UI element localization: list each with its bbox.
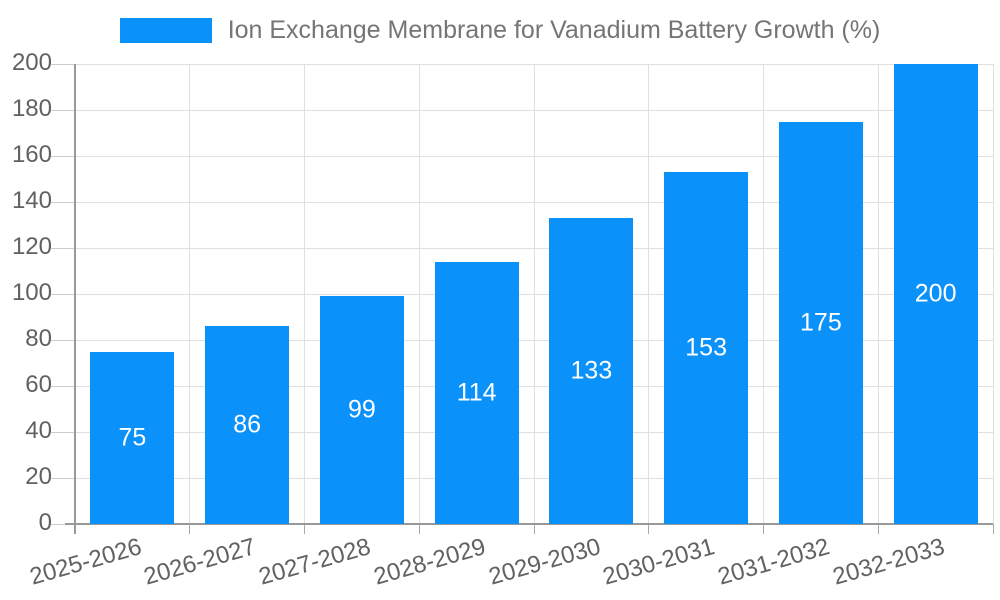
y-axis-tick — [51, 523, 75, 525]
y-axis-tick-label: 60 — [25, 371, 52, 399]
x-axis-tick-label: 2030-2031 — [600, 533, 719, 591]
chart-legend[interactable]: Ion Exchange Membrane for Vanadium Batte… — [0, 16, 1000, 45]
y-axis-tick — [51, 155, 75, 157]
bar[interactable] — [90, 351, 175, 524]
y-axis-tick-label: 160 — [11, 141, 52, 169]
x-axis-tick — [763, 524, 764, 534]
y-axis-tick — [51, 293, 75, 295]
y-axis-tick — [51, 247, 75, 249]
x-axis-tick — [533, 524, 535, 534]
bar-value-label: 75 — [118, 423, 147, 452]
y-axis-tick-label: 140 — [11, 187, 52, 215]
bar-value-label: 86 — [233, 410, 262, 439]
gridline-vertical — [648, 64, 650, 524]
gridline-vertical — [304, 64, 305, 524]
bar-value-label: 114 — [456, 378, 497, 407]
y-axis-line — [74, 64, 76, 534]
x-axis-tick — [189, 524, 191, 534]
bar[interactable] — [664, 172, 749, 524]
bar[interactable] — [549, 218, 634, 524]
gridline-vertical — [418, 64, 420, 524]
gridline-vertical — [877, 64, 879, 524]
x-axis-tick-label: 2026-2027 — [141, 533, 260, 591]
y-axis-tick-label: 200 — [11, 49, 52, 77]
y-axis-tick — [51, 63, 75, 65]
gridline-vertical — [763, 64, 764, 524]
y-axis-tick-label: 20 — [25, 463, 52, 491]
x-axis-tick-label: 2028-2029 — [370, 533, 489, 591]
bar-value-label: 99 — [347, 395, 376, 424]
y-axis-tick — [51, 201, 75, 203]
bar[interactable] — [893, 64, 978, 524]
x-axis-tick — [304, 524, 305, 534]
gridline-vertical — [189, 64, 191, 524]
gridline-vertical — [992, 64, 994, 524]
x-axis-line — [65, 523, 993, 525]
y-axis-tick-label: 40 — [25, 417, 52, 445]
chart-title: Ion Exchange Membrane for Vanadium Batte… — [227, 16, 881, 44]
bar-value-label: 175 — [800, 308, 842, 337]
x-axis-tick-label: 2025-2026 — [26, 533, 145, 591]
x-axis-tick — [992, 524, 994, 534]
bar-value-label: 200 — [914, 279, 957, 308]
x-axis-tick — [877, 524, 879, 534]
x-axis-tick-label: 2027-2028 — [255, 533, 374, 591]
y-axis-tick — [51, 385, 75, 387]
legend-color-swatch — [119, 18, 212, 43]
y-axis-tick — [51, 339, 75, 341]
y-axis-tick-label: 0 — [38, 509, 52, 537]
bar-value-label: 133 — [570, 356, 613, 385]
bar[interactable] — [319, 296, 404, 524]
x-axis-tick-label: 2029-2030 — [485, 533, 604, 591]
y-axis-tick — [51, 431, 75, 433]
bar[interactable] — [434, 261, 519, 524]
y-axis-tick-label: 100 — [11, 279, 52, 307]
x-axis-tick-label: 2031-2032 — [714, 533, 833, 591]
bar-value-label: 153 — [685, 333, 727, 362]
gridline-vertical — [533, 64, 535, 524]
bar[interactable] — [778, 121, 863, 524]
y-axis-tick — [51, 477, 75, 479]
y-axis-tick-label: 180 — [11, 95, 52, 123]
bar[interactable] — [205, 326, 290, 524]
x-axis-tick-label: 2032-2033 — [829, 533, 948, 591]
y-axis-tick-label: 80 — [25, 325, 52, 353]
x-axis-tick — [648, 524, 650, 534]
y-axis-tick-label: 120 — [11, 233, 52, 261]
x-axis-tick — [418, 524, 420, 534]
y-axis-tick — [51, 109, 75, 111]
